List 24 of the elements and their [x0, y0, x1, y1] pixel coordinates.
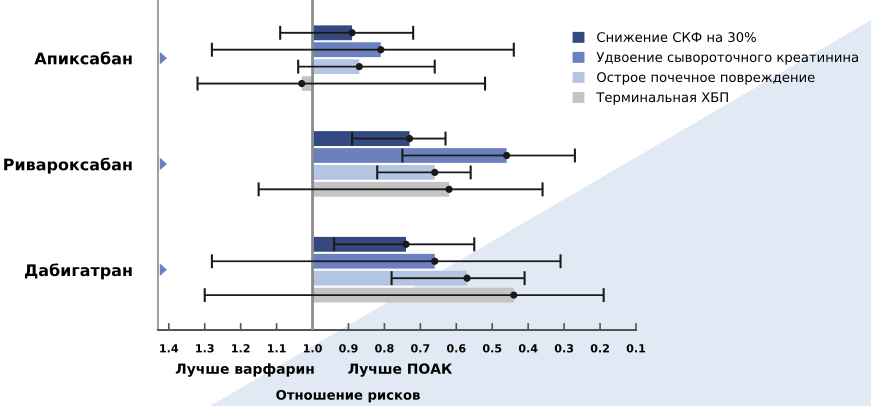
x-tick-label: 0.7 — [411, 344, 430, 352]
legend-label: Снижение СКФ на 30% — [597, 32, 756, 42]
x-tick-label: 0.1 — [626, 344, 646, 352]
x-tick-label: 0.9 — [339, 344, 358, 352]
x-tick-label: 0.8 — [375, 344, 394, 352]
x-tick-label: 1.4 — [160, 344, 178, 352]
x-tick-label: 0.5 — [482, 344, 502, 352]
x-tick-label: 1.0 — [304, 344, 322, 352]
text: Лучше ПОАК — [348, 363, 452, 377]
x-tick-label: 0.4 — [518, 344, 538, 352]
x-tick-label: 0.3 — [554, 344, 574, 352]
x-tick-label: 0.6 — [446, 344, 466, 352]
x-axis-title: Отношение рисков — [276, 390, 420, 402]
legend-label: Острое почечное повреждение — [597, 72, 815, 85]
x-tick-label: 1.2 — [232, 344, 250, 352]
y-tick-label: Дабигатран — [24, 263, 132, 280]
y-tick-label: Ривароксабан — [4, 158, 132, 174]
x-tick-label: 0.2 — [590, 344, 609, 352]
x-tick-label: 1.3 — [196, 344, 214, 352]
x-tick-label: 1.1 — [268, 344, 286, 352]
legend-label: Удвоение сывороточного креатинина — [596, 52, 858, 65]
y-tick-label: Апиксабан — [34, 52, 132, 64]
legend-label: Терминальная ХБП — [596, 92, 728, 105]
text: Лучше варфарин — [176, 363, 314, 377]
